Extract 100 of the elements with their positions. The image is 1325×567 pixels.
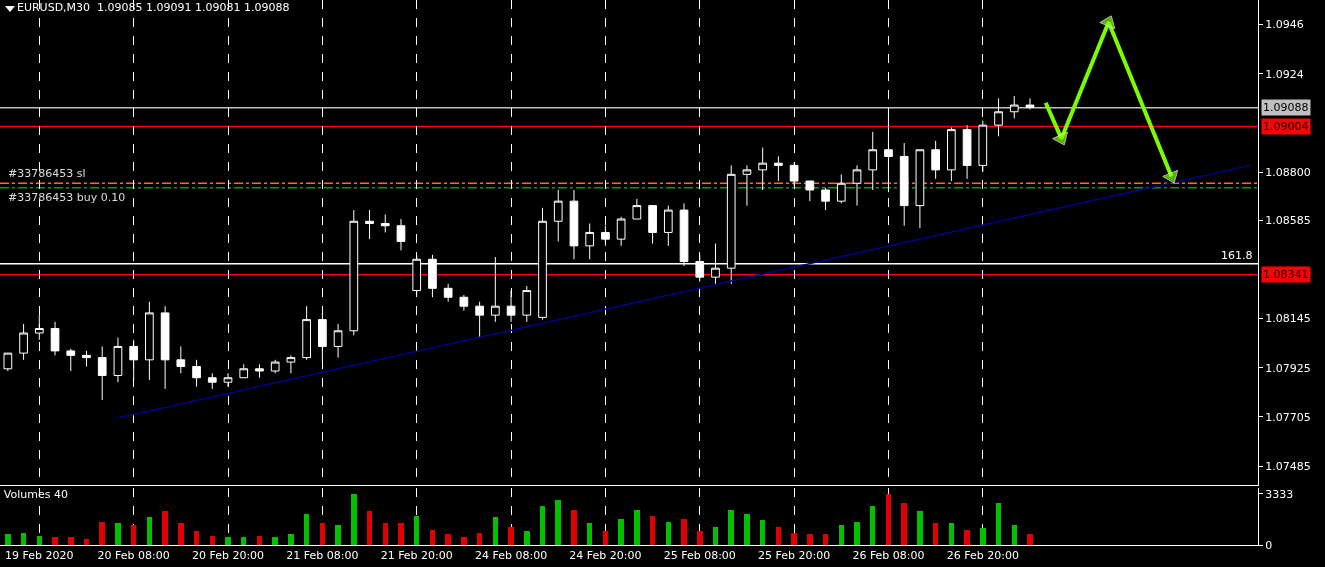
bar — [649, 515, 656, 545]
y-tick-label: 3333 — [1265, 487, 1294, 501]
bar — [178, 523, 184, 545]
candlestick — [176, 345, 186, 374]
y-tick-label: 0 — [1265, 538, 1273, 552]
y-tick-label: 1.08145 — [1265, 312, 1311, 326]
candlestick — [66, 348, 76, 372]
candlestick — [994, 97, 1003, 137]
candlestick — [443, 283, 453, 303]
candlestick — [836, 173, 846, 204]
candlestick — [868, 131, 878, 191]
candlestick — [522, 285, 532, 323]
bar — [586, 523, 593, 545]
candlestick — [50, 321, 60, 356]
bar — [932, 523, 939, 545]
bar — [995, 503, 1002, 545]
candlestick — [286, 354, 296, 374]
bar — [539, 506, 546, 545]
x-tick-label: 26 Feb 20:00 — [946, 549, 1019, 563]
bar — [602, 531, 609, 545]
bar — [461, 537, 467, 545]
x-tick-label: 25 Feb 20:00 — [758, 549, 831, 563]
bar — [492, 517, 499, 545]
candlestick — [962, 124, 972, 180]
bar — [555, 500, 561, 545]
candlestick — [663, 205, 673, 247]
bar — [917, 511, 923, 545]
candlestick — [145, 301, 154, 381]
bar — [130, 524, 137, 545]
x-tick-label: 24 Feb 20:00 — [569, 549, 642, 563]
bar — [634, 509, 640, 545]
candlestick — [899, 142, 909, 227]
y-tick-label: 1.0924 — [1265, 67, 1304, 81]
candlestick — [3, 352, 13, 372]
bar — [445, 534, 451, 545]
candlestick — [1009, 95, 1019, 119]
candlestick — [82, 350, 91, 368]
bar — [240, 537, 247, 545]
bar — [948, 523, 955, 545]
bar — [272, 537, 278, 545]
candlestick — [569, 189, 579, 260]
y-tick-label: 1.07705 — [1265, 410, 1311, 424]
candlestick — [223, 372, 233, 388]
bar — [744, 514, 750, 545]
bar — [398, 523, 404, 545]
point — [1052, 131, 1068, 146]
bar — [68, 537, 74, 545]
candlestick — [192, 359, 201, 388]
candlestick — [19, 323, 28, 361]
y-tick-label: 1.08585 — [1265, 214, 1311, 227]
bar — [980, 528, 986, 545]
y-tick-label: 1.0946 — [1265, 18, 1304, 32]
x-tick-label: 19 Feb 2020 — [5, 549, 74, 563]
candlestick — [821, 187, 830, 211]
candlestick — [365, 209, 374, 240]
candlestick — [270, 359, 280, 374]
bar — [618, 518, 624, 545]
candlestick — [632, 198, 642, 220]
candlestick — [475, 301, 484, 338]
bar — [697, 531, 703, 545]
candlestick — [459, 294, 469, 312]
bar — [728, 509, 734, 545]
candlestick — [1025, 97, 1035, 111]
candlestick — [758, 147, 768, 191]
bar — [524, 531, 530, 545]
bar — [838, 524, 845, 545]
x-tick-label: 20 Feb 08:00 — [97, 549, 170, 563]
bar — [413, 515, 420, 545]
ref-line-label: 1.09004 — [1263, 120, 1309, 133]
ref-line-label: #33786453 sl — [8, 167, 86, 180]
x-tick-label: 24 Feb 08:00 — [474, 549, 548, 563]
bar — [901, 503, 907, 545]
bar — [335, 524, 341, 545]
bar — [366, 511, 373, 545]
bar — [822, 534, 829, 545]
candlestick — [553, 189, 563, 242]
x-tick-label: 25 Feb 08:00 — [663, 549, 736, 563]
x-tick-label: 21 Feb 08:00 — [286, 549, 359, 563]
bar — [382, 523, 389, 545]
ref-line-label: 1.08341 — [1263, 268, 1309, 281]
y-tick-label: 1.07485 — [1265, 459, 1311, 473]
bar — [681, 518, 687, 545]
y-tick-label: 1.08800 — [1265, 165, 1311, 179]
bar — [807, 534, 813, 545]
bar — [288, 534, 294, 545]
point — [1162, 169, 1179, 184]
bar — [162, 511, 168, 545]
chart-title: EURUSD,M30 1.09085 1.09091 1.09081 1.09088 — [16, 0, 290, 14]
y-tick-label: 1.07925 — [1265, 361, 1311, 375]
x-tick-label: 21 Feb 20:00 — [380, 549, 453, 563]
bar — [52, 537, 58, 545]
candlestick — [255, 363, 264, 379]
candlestick — [805, 180, 815, 202]
candlestick — [852, 164, 862, 207]
bar — [885, 494, 892, 545]
ref-line-label: #33786453 buy 0.10 — [8, 191, 126, 204]
bar — [791, 532, 797, 545]
bar — [508, 526, 514, 545]
candlestick — [742, 164, 752, 207]
candlestick — [931, 140, 940, 180]
